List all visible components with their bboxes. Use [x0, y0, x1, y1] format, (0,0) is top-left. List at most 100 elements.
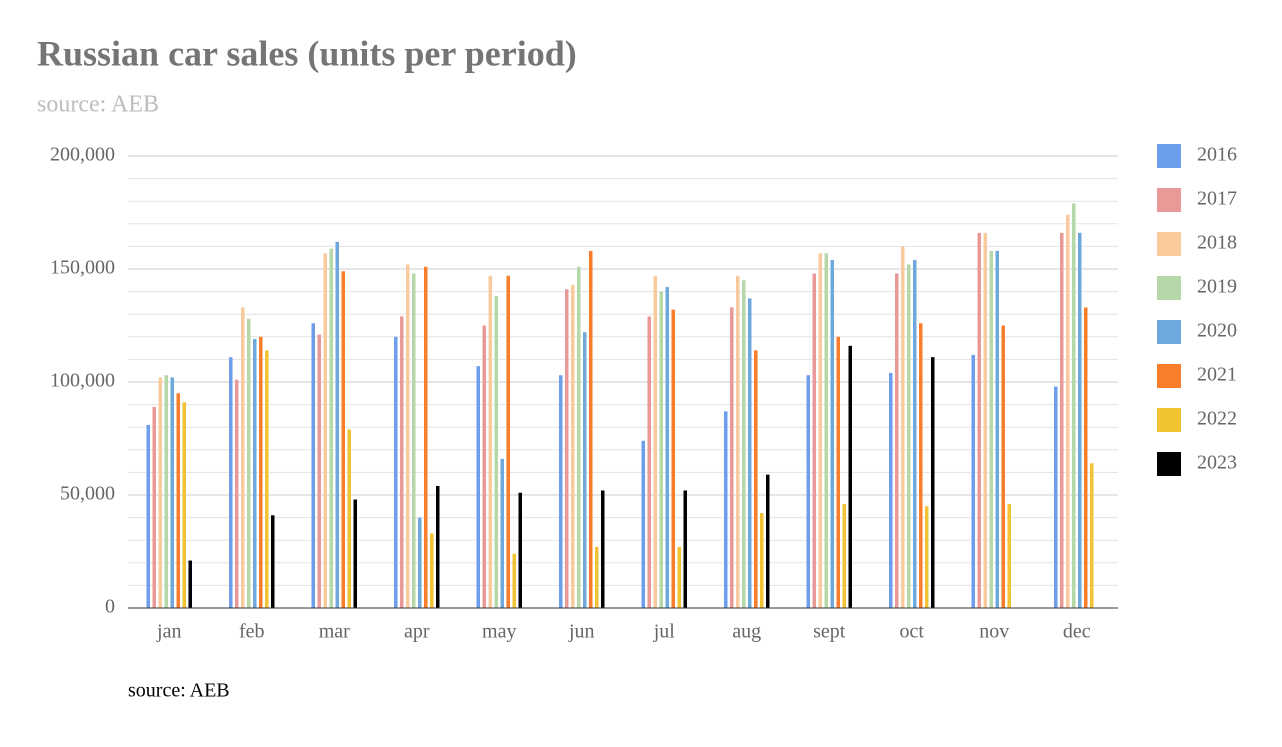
bar — [265, 350, 269, 608]
bar — [895, 273, 899, 608]
bar — [494, 296, 498, 608]
bar — [241, 307, 245, 608]
legend-swatch — [1157, 276, 1181, 300]
bar — [724, 411, 728, 608]
bar — [742, 280, 746, 608]
footnote: source: AEB — [128, 680, 230, 702]
bar — [412, 273, 416, 608]
legend-swatch — [1157, 408, 1181, 432]
bar — [1078, 232, 1082, 608]
legend-label: 2021 — [1197, 364, 1237, 386]
y-tick-label: 150,000 — [50, 257, 115, 279]
bar — [176, 393, 180, 608]
legend-label: 2023 — [1197, 452, 1237, 474]
bar — [589, 250, 593, 609]
bar — [1054, 386, 1058, 608]
bar — [482, 325, 486, 608]
bar — [559, 375, 563, 608]
x-tick-label: may — [482, 621, 516, 643]
bar — [1072, 203, 1076, 608]
bar — [329, 248, 333, 608]
bar — [601, 490, 605, 608]
y-tick-label: 100,000 — [50, 370, 115, 392]
bar — [595, 546, 599, 608]
bar — [824, 253, 828, 608]
chart-subtitle: source: AEB — [37, 92, 159, 118]
x-tick-label: aug — [732, 621, 761, 643]
bar — [806, 375, 810, 608]
bar — [571, 284, 575, 608]
bar — [671, 309, 675, 608]
bar — [665, 287, 669, 608]
bar — [182, 402, 186, 608]
y-tick-label: 0 — [105, 596, 115, 618]
bar — [317, 334, 321, 608]
bar — [341, 271, 345, 608]
bar — [271, 515, 275, 608]
bar — [748, 298, 752, 608]
bar — [311, 323, 315, 608]
bar — [889, 372, 893, 608]
bar — [1084, 307, 1088, 608]
legend-label: 2016 — [1197, 144, 1237, 166]
x-tick-label: jun — [568, 621, 595, 643]
bar — [253, 339, 257, 608]
bar — [1090, 463, 1094, 608]
bar — [565, 289, 569, 608]
bar — [812, 273, 816, 608]
bar — [335, 241, 339, 608]
legend-swatch — [1157, 364, 1181, 388]
bar — [931, 357, 935, 608]
x-tick-label: apr — [404, 621, 430, 643]
bar — [830, 259, 834, 608]
bar — [736, 275, 740, 608]
bar — [842, 504, 846, 608]
bar — [353, 499, 357, 608]
x-tick-label: sept — [813, 621, 846, 643]
bar — [907, 264, 911, 608]
bar — [925, 506, 929, 608]
bar — [500, 458, 504, 608]
bar — [347, 429, 351, 608]
bar — [766, 474, 770, 608]
bar — [1001, 325, 1005, 608]
bar — [677, 546, 681, 608]
bar — [913, 259, 917, 608]
bar — [259, 336, 263, 608]
bar — [152, 406, 156, 608]
bar — [146, 424, 150, 608]
bar — [164, 375, 168, 608]
x-tick-label: mar — [319, 621, 350, 643]
x-tick-label: dec — [1063, 621, 1091, 643]
bar — [394, 336, 398, 608]
bar — [919, 323, 923, 608]
legend-swatch — [1157, 320, 1181, 344]
bar — [488, 275, 492, 608]
legend-swatch — [1157, 452, 1181, 476]
bar — [512, 553, 516, 608]
legend-label: 2018 — [1197, 232, 1237, 254]
bar — [170, 377, 174, 608]
legend-swatch — [1157, 188, 1181, 212]
bar — [760, 513, 764, 608]
bar — [1060, 232, 1064, 608]
bar — [583, 332, 587, 608]
bar — [641, 440, 645, 608]
bar — [406, 264, 410, 608]
bar — [977, 232, 981, 608]
x-tick-label: jul — [653, 621, 676, 643]
bar — [901, 246, 905, 608]
x-tick-label: jan — [156, 621, 181, 643]
bar — [659, 291, 663, 608]
bar — [247, 318, 251, 608]
legend-label: 2017 — [1197, 188, 1237, 210]
chart-title: Russian car sales (units per period) — [37, 33, 577, 73]
legend-swatch — [1157, 144, 1181, 168]
bar — [848, 345, 852, 608]
bar — [506, 275, 510, 608]
bar — [1066, 214, 1070, 608]
bar — [424, 266, 428, 608]
legend-label: 2022 — [1197, 408, 1237, 430]
bar — [754, 350, 758, 608]
